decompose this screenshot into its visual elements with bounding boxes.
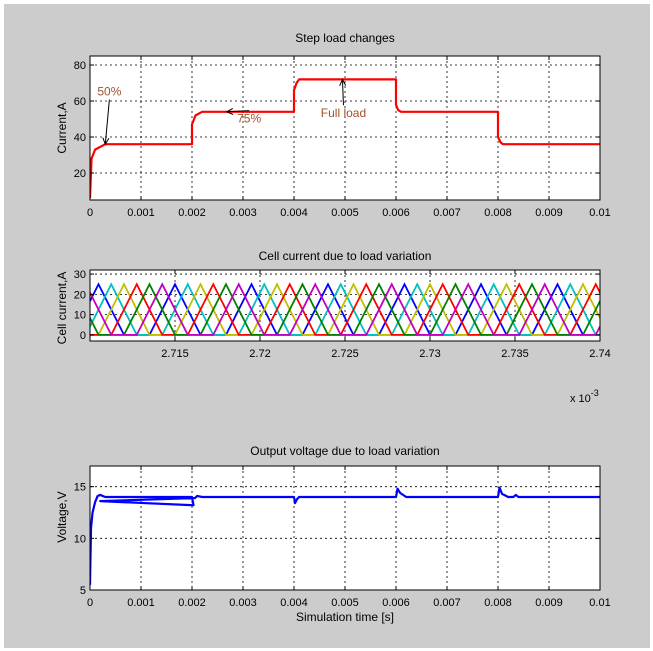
x-tick-label: 0.008	[484, 597, 512, 609]
series-line-0	[90, 78, 600, 199]
y-tick-label: 60	[74, 96, 86, 108]
y-tick-label: 15	[74, 482, 86, 494]
x-tick-label: 0.01	[589, 597, 610, 609]
x-tick-label: 0.005	[331, 597, 359, 609]
plot-step-load-changes: Step load changes Current,A 0 0.001 0.002 0…	[55, 31, 611, 219]
x-tick-label: 0.008	[484, 207, 512, 219]
series-group	[90, 78, 600, 199]
x-tick-label: 0.002	[178, 207, 206, 219]
x-tick-label: 0.002	[178, 597, 206, 609]
x-tick-label: 0.009	[535, 597, 563, 609]
cell-current-phase-0	[90, 282, 600, 336]
x-tick-label: 0.003	[229, 207, 257, 219]
plot-cell-current: Cell current due to load variation Cell …	[55, 249, 611, 405]
y-tick-label: 0	[80, 330, 86, 342]
series-group	[90, 282, 600, 336]
annotation-label: Full load	[321, 106, 366, 120]
x-tick-label: 0.006	[382, 207, 410, 219]
x-tick-label: 0.005	[331, 207, 359, 219]
annotation-arrow	[341, 79, 344, 106]
x-tick-label: 0.003	[229, 597, 257, 609]
y-axis-label: Voltage,V	[55, 491, 69, 542]
x-tick-label: 0.001	[127, 207, 155, 219]
x-tick-label: 0.006	[382, 597, 410, 609]
y-axis-label: Cell current,A	[55, 272, 69, 345]
y-tick-label: 20	[74, 168, 86, 180]
x-tick-label: 0.001	[127, 597, 155, 609]
x-tick-label: 0.004	[280, 597, 308, 609]
x-axis-label: Simulation time [s]	[296, 610, 394, 624]
x-tick-label: 0	[87, 207, 93, 219]
x-tick-label: 2.735	[501, 348, 529, 360]
annotation-arrow	[104, 99, 110, 145]
annotation-arrowhead	[339, 78, 347, 87]
x-multiplier: x 10-3	[570, 388, 599, 405]
x-tick-label: 2.73	[419, 348, 440, 360]
x-tick-label: 0	[87, 597, 93, 609]
y-tick-label: 30	[74, 269, 86, 281]
y-tick-label: 20	[74, 289, 86, 301]
x-multiplier-exponent: -3	[591, 388, 599, 398]
cell-current-phase-5	[90, 282, 600, 336]
cell-current-phase-1	[90, 282, 600, 336]
y-tick-label: 10	[74, 533, 86, 545]
plot-output-voltage: Output voltage due to load variation Vol…	[55, 444, 611, 624]
x-tick-label: 0.007	[433, 597, 461, 609]
y-tick-label: 80	[74, 60, 86, 72]
annotation-arrowhead	[102, 137, 110, 146]
x-tick-label: 0.007	[433, 207, 461, 219]
x-multiplier-base: x 10	[570, 393, 591, 405]
annotation-arrow	[226, 110, 250, 113]
x-tick-label: 0.004	[280, 207, 308, 219]
plot-title: Step load changes	[295, 31, 394, 45]
y-tick-label: 5	[80, 585, 86, 597]
x-tick-label: 2.715	[161, 348, 189, 360]
annotation-arrowhead	[225, 107, 234, 115]
x-tick-label: 2.725	[331, 348, 359, 360]
series-group	[90, 486, 600, 585]
x-tick-label: 0.009	[535, 207, 563, 219]
annotation-label: 50%	[97, 85, 121, 99]
x-tick-label: 0.01	[589, 207, 610, 219]
x-tick-label: 2.74	[589, 348, 610, 360]
plot-title: Output voltage due to load variation	[250, 444, 439, 458]
y-axis-label: Current,A	[55, 102, 69, 153]
x-tick-label: 2.72	[249, 348, 270, 360]
plot-title: Cell current due to load variation	[259, 249, 432, 263]
series-line-0	[90, 486, 600, 585]
y-tick-label: 40	[74, 132, 86, 144]
y-tick-label: 10	[74, 310, 86, 322]
annotation-label: 75%	[237, 112, 261, 126]
